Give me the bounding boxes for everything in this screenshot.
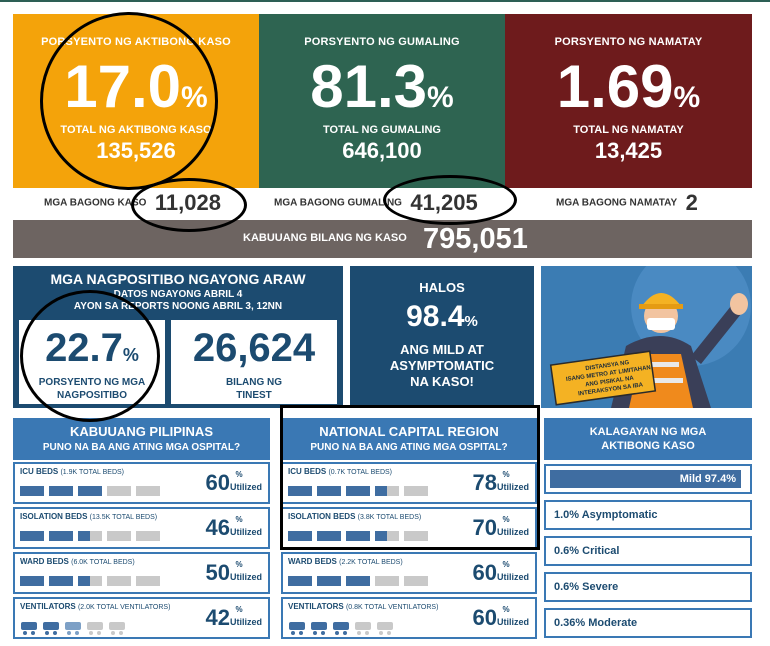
new-recovered-label: MGA BAGONG GUMALING — [274, 197, 402, 209]
ventilator-icon — [87, 622, 103, 635]
ph-ventilators-label: VENTILATORS (2.0K TOTAL VENTILATORS) — [20, 602, 171, 611]
annotation-circle-new-cases — [131, 178, 247, 232]
annotation-circle-new-recovered — [383, 175, 517, 225]
status-severe-label: 0.6% Severe — [554, 581, 619, 593]
distancing-poster: DISTANSYA NG ISANG METRO AT LIMITAHAN ANG … — [541, 266, 752, 408]
deaths-total-value: 13,425 — [594, 138, 663, 163]
ph-ventilators: VENTILATORS (2.0K TOTAL VENTILATORS) 42%… — [13, 597, 270, 639]
total-cases-label: KABUUANG BILANG NG KASO — [243, 232, 407, 244]
status-title-line2: AKTIBONG KASO — [601, 440, 695, 452]
recovered-percent-label: PORSYENTO NG GUMALING — [304, 36, 460, 48]
recovered-panel: PORSYENTO NG GUMALING 81.3% TOTAL NG GUM… — [259, 14, 505, 188]
ncr-hospitals-header: NATIONAL CAPITAL REGION PUNO NA BA ANG A… — [281, 418, 537, 460]
ph-isolation-utilization: 46% Utilized — [205, 515, 263, 540]
status-moderate: 0.36% Moderate — [544, 608, 752, 638]
ph-hospitals-header: KABUUANG PILIPINAS PUNO NA BA ANG ATING … — [13, 418, 270, 460]
ventilator-icon — [109, 622, 125, 635]
worker-illustration-icon — [541, 266, 752, 408]
ph-ventilators-utilization: 42% Utilized — [205, 605, 263, 630]
deaths-percent-label: PORSYENTO NG NAMATAY — [554, 36, 703, 48]
ventilator-icon — [65, 622, 81, 635]
ph-icu-utilization: 60% Utilized — [205, 470, 263, 495]
ncr-ward-beds: WARD BEDS (2.2K TOTAL BEDS) 60% Utilized — [281, 552, 537, 594]
ncr-icu-label: ICU BEDS (0.7K TOTAL BEDS) — [288, 467, 393, 476]
top-border — [0, 0, 770, 2]
total-cases-bar: KABUUANG BILANG NG KASO 795,051 — [13, 220, 752, 258]
status-critical: 0.6% Critical — [544, 536, 752, 566]
ventilator-icon — [355, 622, 371, 635]
mild-description: ANG MILD AT ASYMPTOMATIC NA KASO! — [389, 342, 495, 389]
mild-percent-value: 98.4% — [406, 300, 478, 333]
status-mild: Mild 97.4% — [544, 464, 752, 494]
ph-ward-utilization: 50% Utilized — [205, 560, 263, 585]
status-severe: 0.6% Severe — [544, 572, 752, 602]
case-status-header: KALAGAYAN NG MGA AKTIBONG KASO — [544, 418, 752, 460]
total-cases-value: 795,051 — [423, 223, 528, 255]
positivity-date: DATOS NGAYONG ABRIL 4 AYON SA REPORTS NO… — [73, 289, 283, 312]
ph-subtitle: PUNO NA BA ANG ATING MGA OSPITAL? — [42, 442, 241, 453]
ncr-subtitle: PUNO NA BA ANG ATING MGA OSPITAL? — [310, 442, 508, 453]
ncr-isolation-utilization: 70% Utilized — [472, 515, 530, 540]
ventilator-icon — [377, 622, 393, 635]
recovered-total-value: 646,100 — [342, 138, 422, 163]
annotation-circle-positivity — [20, 290, 160, 422]
tested-value: 26,624 — [192, 326, 316, 370]
new-cases-label: MGA BAGONG KASO — [44, 197, 147, 209]
deaths-total-label: TOTAL NG NAMATAY — [573, 124, 684, 136]
ph-icu-label: ICU BEDS (1.9K TOTAL BEDS) — [20, 467, 125, 476]
ncr-icu-beds: ICU BEDS (0.7K TOTAL BEDS) 78% Utilized — [281, 462, 537, 504]
ph-isolation-beds: ISOLATION BEDS (13.5K TOTAL BEDS) 46% Uti… — [13, 507, 270, 549]
ph-ward-label: WARD BEDS (6.0K TOTAL BEDS) — [20, 557, 135, 566]
status-critical-label: 0.6% Critical — [554, 545, 620, 557]
ncr-title: NATIONAL CAPITAL REGION — [319, 424, 499, 439]
ventilator-icon — [311, 622, 327, 635]
mild-intro: HALOS — [419, 280, 465, 295]
ncr-icu-utilization: 78% Utilized — [472, 470, 530, 495]
ventilator-icon — [289, 622, 305, 635]
ph-isolation-label: ISOLATION BEDS (13.5K TOTAL BEDS) — [20, 512, 158, 521]
ncr-ventilators-label: VENTILATORS (0.8K TOTAL VENTILATORS) — [288, 602, 439, 611]
ncr-ventilators: VENTILATORS (0.8K TOTAL VENTILATORS) 60%… — [281, 597, 537, 639]
deaths-panel: PORSYENTO NG NAMATAY 1.69% TOTAL NG NAMA… — [505, 14, 752, 188]
tested-card: 26,624 BILANG NG TINEST — [171, 320, 337, 404]
status-asymptomatic-label: 1.0% Asymptomatic — [554, 509, 658, 521]
tested-label: BILANG NG TINEST — [225, 377, 283, 401]
ph-title: KABUUANG PILIPINAS — [69, 424, 213, 439]
ph-icu-beds: ICU BEDS (1.9K TOTAL BEDS) 60% Utilized — [13, 462, 270, 504]
ph-ward-beds: WARD BEDS (6.0K TOTAL BEDS) 50% Utilized — [13, 552, 270, 594]
ncr-ward-label: WARD BEDS (2.2K TOTAL BEDS) — [288, 557, 403, 566]
status-mild-label: Mild 97.4% — [679, 473, 736, 485]
recovered-percent-value: 81.3% — [310, 53, 454, 120]
recovered-total-label: TOTAL NG GUMALING — [323, 124, 441, 136]
mild-fill-bar — [550, 470, 741, 488]
annotation-circle-active — [40, 12, 218, 190]
mild-asymptomatic-panel: HALOS 98.4% ANG MILD AT ASYMPTOMATIC NA KA… — [350, 266, 534, 408]
status-asymptomatic: 1.0% Asymptomatic — [544, 500, 752, 530]
status-moderate-label: 0.36% Moderate — [554, 617, 638, 629]
new-deaths: MGA BAGONG NAMATAY 2 — [556, 190, 698, 218]
new-deaths-label: MGA BAGONG NAMATAY — [556, 197, 678, 209]
ventilator-icon — [21, 622, 37, 635]
ncr-ward-utilization: 60% Utilized — [472, 560, 530, 585]
annotation-box-ncr — [280, 405, 540, 550]
ncr-isolation-label: ISOLATION BEDS (3.8K TOTAL BEDS) — [288, 512, 422, 521]
positivity-title: MGA NAGPOSITIBO NGAYONG ARAW — [50, 271, 306, 287]
deaths-percent-value: 1.69% — [556, 53, 701, 120]
ncr-ventilators-utilization: 60% Utilized — [472, 605, 530, 630]
status-title-line1: KALAGAYAN NG MGA — [589, 426, 707, 438]
ventilator-icon — [333, 622, 349, 635]
new-deaths-value: 2 — [685, 190, 698, 215]
ventilator-icon — [43, 622, 59, 635]
